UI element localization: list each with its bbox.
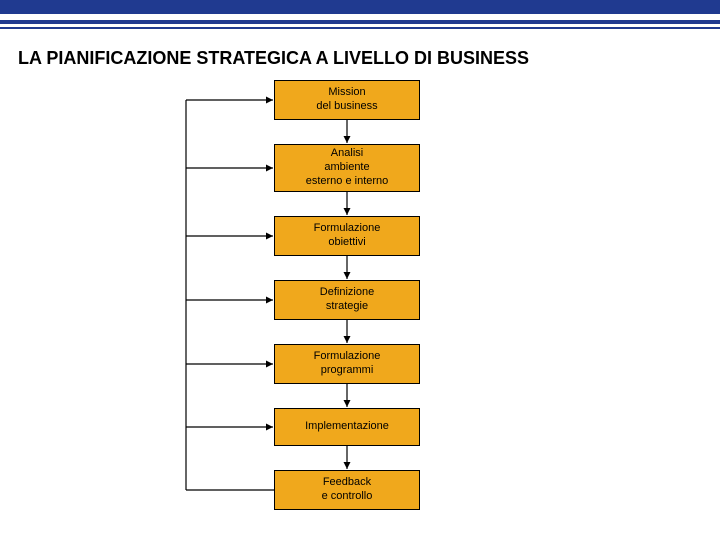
flow-node-label: Formulazioneobiettivi: [314, 222, 381, 250]
flow-node-implement: Implementazione: [274, 408, 420, 446]
flow-node-label: Analisiambienteesterno e interno: [306, 147, 389, 188]
flow-node-analisi: Analisiambienteesterno e interno: [274, 144, 420, 192]
flow-node-label: Definizionestrategie: [320, 286, 374, 314]
flow-node-obiettivi: Formulazioneobiettivi: [274, 216, 420, 256]
slide-canvas: LA PIANIFICAZIONE STRATEGICA A LIVELLO D…: [0, 0, 720, 540]
flow-node-mission: Missiondel business: [274, 80, 420, 120]
flow-node-strategie: Definizionestrategie: [274, 280, 420, 320]
decor-band: [0, 0, 720, 14]
page-title: LA PIANIFICAZIONE STRATEGICA A LIVELLO D…: [18, 48, 529, 69]
flow-node-label: Feedbacke controllo: [322, 476, 373, 504]
flow-node-label: Missiondel business: [316, 86, 377, 114]
flow-node-label: Implementazione: [305, 420, 389, 434]
flow-node-label: Formulazioneprogrammi: [314, 350, 381, 378]
flow-node-programmi: Formulazioneprogrammi: [274, 344, 420, 384]
decor-band: [0, 27, 720, 29]
flow-node-feedback: Feedbacke controllo: [274, 470, 420, 510]
